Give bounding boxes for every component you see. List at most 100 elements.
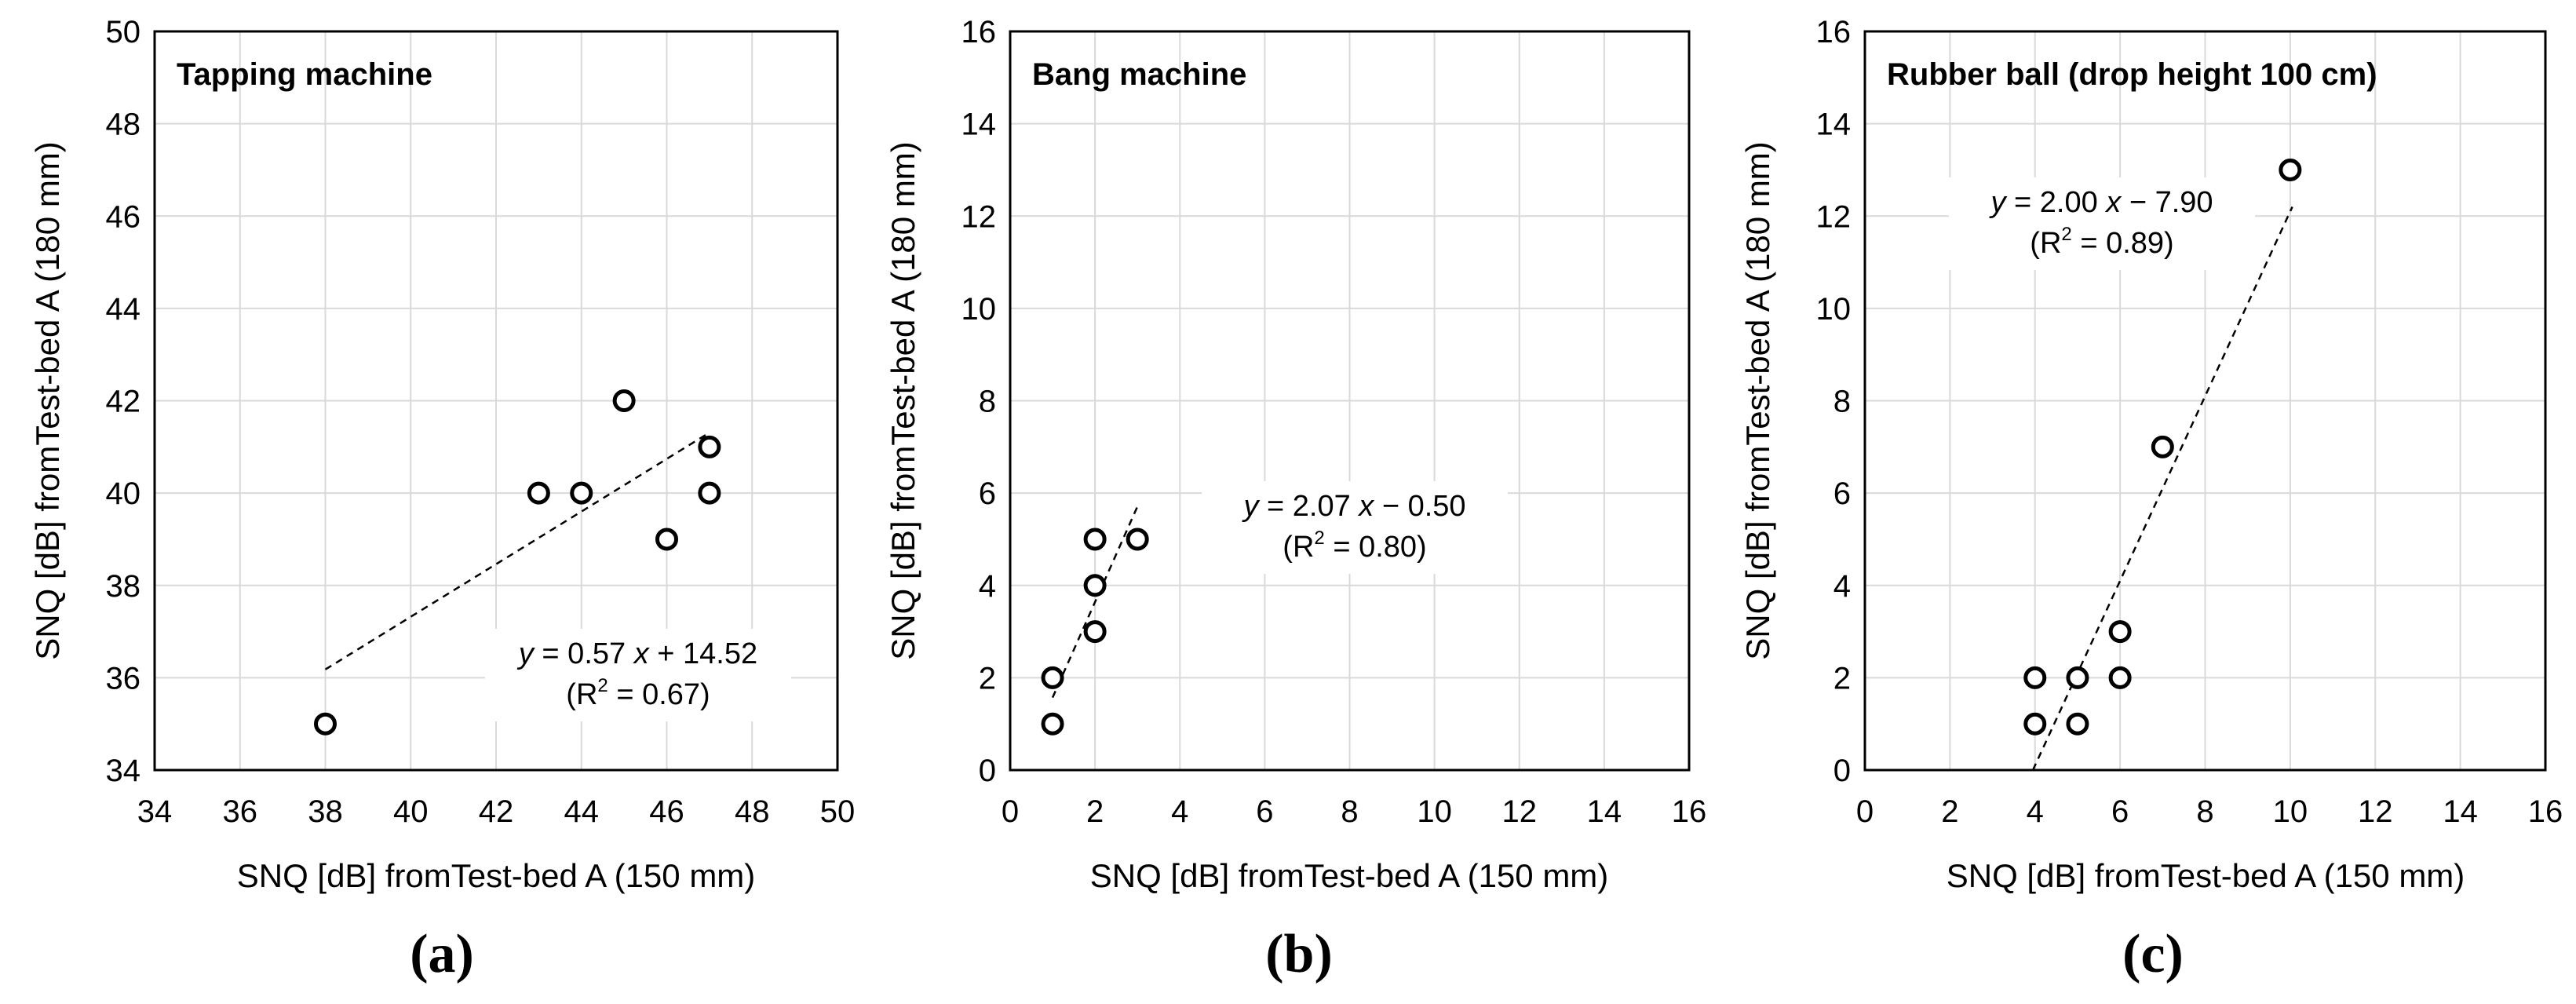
chart-3-xtick-label: 10	[2273, 794, 2308, 829]
chart-2-frame	[1009, 30, 1691, 772]
chart-1-r2: (R2 = 0.67)	[566, 675, 710, 711]
chart-1-ytick-label: 48	[106, 108, 141, 142]
chart-1-ytick-label: 42	[106, 385, 141, 419]
chart-1-xtick-label: 34	[137, 794, 173, 829]
chart-2-ytick-label: 6	[979, 476, 996, 511]
chart-1-xtick-label: 44	[564, 794, 600, 829]
chart-1-xtick-label: 36	[223, 794, 258, 829]
chart-2-title: Bang machine	[1032, 57, 1246, 92]
chart-1-point	[698, 435, 721, 458]
chart-1-ytick-label: 50	[106, 15, 141, 49]
chart-1-r2-post: = 0.67)	[608, 678, 710, 711]
chart-1-frame	[153, 30, 839, 772]
chart-3-ytick-label: 0	[1833, 754, 1851, 788]
chart-1-equation-backdrop	[485, 629, 791, 721]
chart-3-ytick-label: 2	[1833, 661, 1851, 695]
chart-2-xtick-label: 12	[1502, 794, 1538, 829]
chart-2-ytick-label: 8	[979, 385, 996, 419]
chart-1-title: Tapping machine	[177, 57, 432, 92]
chart-3-point	[2066, 666, 2089, 689]
chart-1-equation-var: x	[633, 637, 651, 670]
chart-3-ytick-label: 16	[1816, 15, 1852, 49]
chart-1-ylabel: SNQ [dB] fromTest-bed A (180 mm)	[29, 141, 66, 660]
chart-3-equation-var: x	[2104, 186, 2122, 219]
chart-2-r2-post: = 0.80)	[1325, 531, 1427, 564]
chart-3-title: Rubber ball (drop height 100 cm)	[1887, 57, 2377, 92]
chart-3-equation-coef: = 2.00	[2005, 186, 2106, 219]
chart-2-xtick-label: 4	[1171, 794, 1188, 829]
chart-3-point	[2066, 712, 2089, 736]
chart-1-ytick-label: 38	[106, 569, 141, 604]
chart-2-equation-coef: = 2.07	[1258, 490, 1359, 523]
chart-2-r2-sup: 2	[1314, 528, 1324, 549]
chart-2-point	[1083, 620, 1107, 644]
chart-2-xtick-label: 2	[1086, 794, 1104, 829]
chart-3-ytick-label: 10	[1816, 292, 1852, 327]
chart-3-ytick-label: 8	[1833, 385, 1851, 419]
chart-3-equation-backdrop	[1949, 177, 2255, 270]
chart-3-point	[2108, 620, 2132, 644]
chart-1-equation-lhs: y	[516, 637, 535, 670]
chart-2-equation-tail: − 0.50	[1374, 490, 1465, 523]
chart-2-equation-var: x	[1357, 490, 1375, 523]
chart-1-equation: y = 0.57 x + 14.52	[516, 637, 757, 670]
chart-3-xtick-label: 4	[2027, 794, 2044, 829]
chart-1-xtick-label: 46	[649, 794, 684, 829]
chart-1-caption: (a)	[410, 924, 474, 984]
chart-2-point	[1041, 712, 1064, 736]
chart-3-r2-pre: (R	[2030, 227, 2061, 260]
chart-1-point	[527, 481, 550, 505]
chart-3-r2-sup: 2	[2061, 224, 2071, 245]
chart-1-xtick-label: 42	[479, 794, 514, 829]
chart-1-point	[612, 389, 636, 412]
chart-3-point	[2151, 435, 2174, 458]
chart-2-point	[1083, 528, 1107, 551]
chart-3-xlabel: SNQ [dB] fromTest-bed A (150 mm)	[1947, 857, 2465, 894]
chart-3-point	[2108, 666, 2132, 689]
chart-2-xtick-label: 8	[1341, 794, 1358, 829]
chart-1-ytick-label: 44	[106, 292, 141, 327]
chart-2-xtick-label: 6	[1256, 794, 1273, 829]
chart-3-ytick-label: 4	[1833, 569, 1851, 604]
chart-1-point	[655, 528, 678, 551]
chart-2-point	[1083, 574, 1107, 597]
chart-1: 34 36 38 40 42 44 46 48 50 34 36 38 40 42 44 46 48 50 SNQ …	[29, 15, 855, 984]
chart-3-xtick-label: 12	[2358, 794, 2393, 829]
chart-3-r2-post: = 0.89)	[2072, 227, 2174, 260]
chart-2-equation-lhs: y	[1241, 490, 1260, 523]
chart-1-r2-pre: (R	[566, 678, 597, 711]
chart-1-ytick-label: 46	[106, 199, 141, 234]
chart-2-ytick-label: 2	[979, 661, 996, 695]
chart-3-point	[2279, 158, 2302, 181]
chart-3-ylabel: SNQ [dB] fromTest-bed A (180 mm)	[1739, 141, 1776, 660]
chart-2-trendline	[1051, 506, 1139, 699]
chart-3-equation-lhs: y	[1988, 186, 2007, 219]
chart-3-xtick-label: 6	[2111, 794, 2129, 829]
chart-2-xtick-label: 0	[1002, 794, 1019, 829]
chart-1-xtick-label: 38	[308, 794, 343, 829]
chart-2-equation: y = 2.07 x − 0.50	[1241, 490, 1465, 523]
chart-2-xtick-label: 16	[1672, 794, 1707, 829]
chart-2-ytick-label: 14	[961, 108, 997, 142]
chart-1-ytick-label: 34	[106, 754, 141, 788]
chart-3-ytick-label: 6	[1833, 476, 1851, 511]
chart-1-xtick-label: 48	[735, 794, 770, 829]
chart-2: 0 2 4 6 8 10 12 14 16 0 2 4 6 8 10 12 14 16 SNQ [dB] fromT…	[885, 15, 1706, 984]
chart-2-point	[1126, 528, 1149, 551]
chart-1-point	[698, 481, 721, 505]
chart-3-equation: y = 2.00 x − 7.90	[1988, 186, 2213, 219]
chart-3-point	[2023, 666, 2047, 689]
chart-3-ytick-label: 14	[1816, 108, 1852, 142]
chart-2-r2: (R2 = 0.80)	[1283, 528, 1426, 564]
chart-2-ytick-label: 0	[979, 754, 996, 788]
chart-1-point	[570, 481, 593, 505]
chart-3-ytick-label: 12	[1816, 199, 1852, 234]
chart-3-xtick-label: 0	[1856, 794, 1874, 829]
chart-2-ytick-label: 16	[961, 15, 997, 49]
chart-2-r2-pre: (R	[1283, 531, 1314, 564]
chart-3-point	[2023, 712, 2047, 736]
chart-3-equation-tail: − 7.90	[2121, 186, 2213, 219]
chart-2-caption: (b)	[1265, 924, 1333, 984]
chart-2-ytick-label: 10	[961, 292, 997, 327]
